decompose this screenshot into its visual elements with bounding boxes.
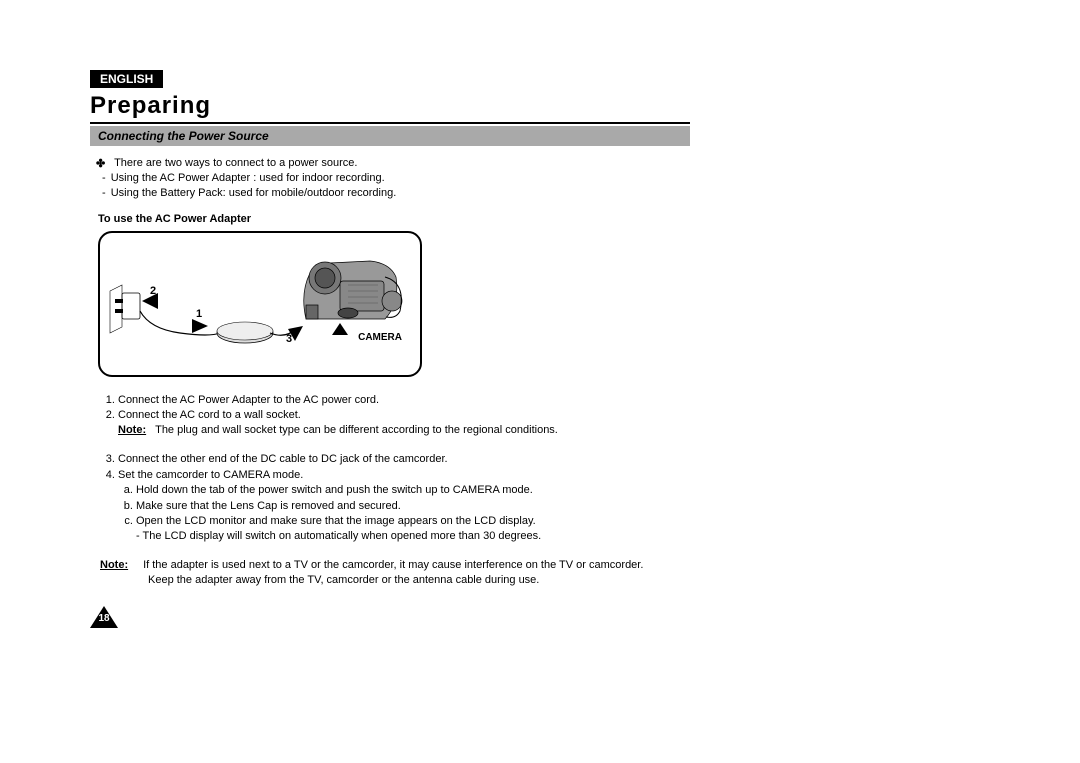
language-label: ENGLISH xyxy=(90,70,163,88)
manual-page: ENGLISH Preparing Connecting the Power S… xyxy=(0,0,790,671)
title-rule xyxy=(90,122,690,124)
page-title: Preparing xyxy=(90,92,690,120)
intro-main: There are two ways to connect to a power… xyxy=(114,157,357,169)
intro-block: ✤ There are two ways to connect to a pow… xyxy=(90,156,690,201)
steps-list-1: Connect the AC Power Adapter to the AC p… xyxy=(90,393,690,439)
step-2-note: Note: The plug and wall socket type can … xyxy=(118,424,558,436)
step-4c: Open the LCD monitor and make sure that … xyxy=(136,514,690,544)
step-4b: Make sure that the Lens Cap is removed a… xyxy=(136,499,690,514)
illus-number-1: 1 xyxy=(196,308,202,320)
step-3: Connect the other end of the DC cable to… xyxy=(118,452,690,467)
step-4c-text: Open the LCD monitor and make sure that … xyxy=(136,515,536,527)
step-4: Set the camcorder to CAMERA mode. Hold d… xyxy=(118,468,690,544)
illustration-box: 2 1 3 CAMERA xyxy=(98,231,422,377)
page-number-triangle: 18 xyxy=(90,606,118,628)
step-2: Connect the AC cord to a wall socket. No… xyxy=(118,408,690,438)
final-note-text: If the adapter is used next to a TV or t… xyxy=(143,559,643,571)
illus-camera-label: CAMERA xyxy=(358,332,402,343)
intro-sub-2: Using the Battery Pack: used for mobile/… xyxy=(112,186,690,201)
final-note: Note: If the adapter is used next to a T… xyxy=(100,558,690,588)
subsection-bar: Connecting the Power Source xyxy=(90,126,690,146)
maltese-cross-icon: ✤ xyxy=(96,158,105,170)
illus-number-2: 2 xyxy=(150,285,156,297)
camcorder-diagram-svg xyxy=(100,233,420,375)
page-number-wrap: 18 xyxy=(90,606,690,631)
intro-sub-1: Using the AC Power Adapter : used for in… xyxy=(112,171,690,186)
step-4-substeps: Hold down the tab of the power switch an… xyxy=(118,483,690,544)
step-4-text: Set the camcorder to CAMERA mode. xyxy=(118,469,303,481)
steps-list-2: Connect the other end of the DC cable to… xyxy=(90,452,690,544)
step-4c-sub: The LCD display will switch on automatic… xyxy=(148,530,541,542)
procedure-title: To use the AC Power Adapter xyxy=(98,213,690,225)
note-label: Note: xyxy=(118,424,146,436)
illus-number-3: 3 xyxy=(286,333,292,345)
step-2-text: Connect the AC cord to a wall socket. xyxy=(118,409,301,421)
step-4a: Hold down the tab of the power switch an… xyxy=(136,483,690,498)
final-note-cont: Keep the adapter away from the TV, camco… xyxy=(148,573,690,588)
page-number: 18 xyxy=(96,613,112,624)
note-text: The plug and wall socket type can be dif… xyxy=(155,424,558,436)
step-1: Connect the AC Power Adapter to the AC p… xyxy=(118,393,690,408)
final-note-label: Note: xyxy=(100,558,140,573)
